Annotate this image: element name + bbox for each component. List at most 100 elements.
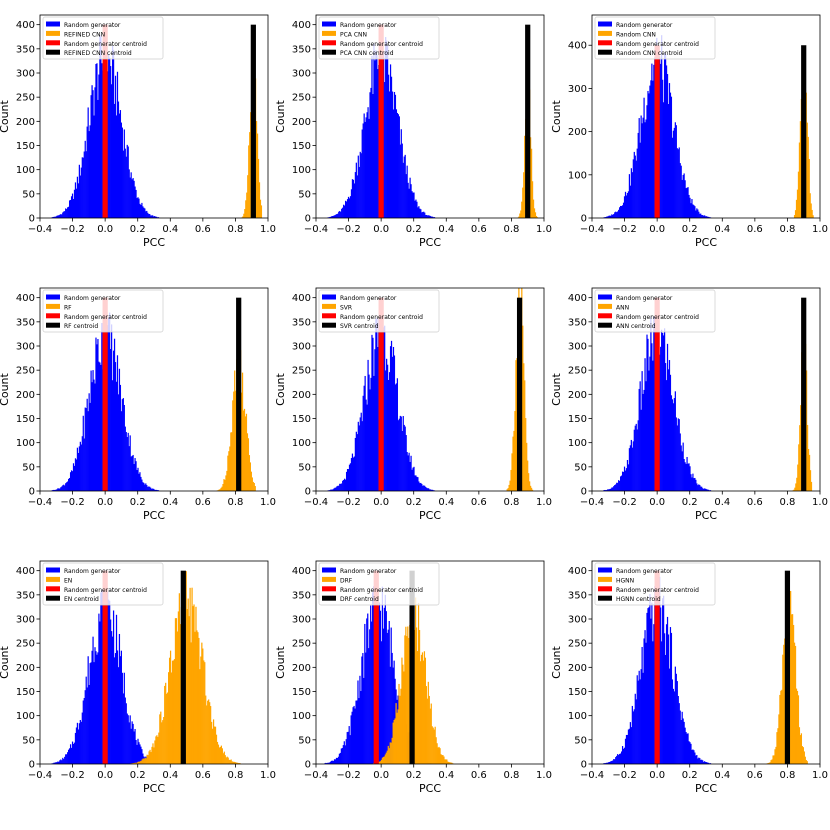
random-bar xyxy=(701,486,703,491)
random-bar xyxy=(621,471,624,491)
random-bar xyxy=(349,196,352,218)
x-tick-label: −0.2 xyxy=(336,224,360,235)
random-bar xyxy=(119,384,122,491)
model-bar xyxy=(437,747,439,764)
y-tick-label: 300 xyxy=(292,342,311,353)
random-bar xyxy=(109,57,111,218)
random-bar xyxy=(364,121,366,218)
random-bar xyxy=(706,762,709,764)
model-bar xyxy=(531,181,534,218)
random-bar xyxy=(118,633,121,764)
random-bar xyxy=(705,216,707,218)
model-bar xyxy=(529,137,532,218)
legend: Random generator EN Random generator centr… xyxy=(42,562,164,606)
random-bar xyxy=(88,131,90,218)
x-tick-label: 1.0 xyxy=(260,497,276,508)
model-bar xyxy=(198,637,200,764)
random-bar xyxy=(354,437,356,491)
random-bar xyxy=(683,173,685,218)
model-bar xyxy=(806,122,808,218)
random-bar xyxy=(416,201,418,218)
y-axis-label: Count xyxy=(274,372,287,405)
model-bar xyxy=(249,462,251,491)
bars-group xyxy=(603,35,814,218)
legend: Random generator ANN Random generator cent… xyxy=(594,289,716,333)
random-bar xyxy=(52,216,54,218)
x-tick-label: 0.6 xyxy=(471,224,487,235)
random-bar xyxy=(357,421,359,491)
legend-label: DRF centroid xyxy=(340,596,379,603)
random-bar xyxy=(629,445,632,491)
random-bar xyxy=(68,200,71,218)
model-bar xyxy=(442,755,444,764)
random-bar xyxy=(135,461,137,491)
random-bar xyxy=(621,205,624,218)
random-bar xyxy=(111,636,114,764)
random-bar xyxy=(689,742,691,764)
y-tick-label: 300 xyxy=(568,84,587,95)
model-bar xyxy=(234,762,236,764)
model-bar xyxy=(137,761,139,764)
x-tick-label: 0.2 xyxy=(130,497,146,508)
random-bar xyxy=(395,383,398,491)
random-centroid-bar xyxy=(378,24,384,218)
y-tick-label: 250 xyxy=(568,639,587,650)
random-bar xyxy=(651,63,653,218)
y-tick-label: 150 xyxy=(568,414,587,425)
random-bar xyxy=(98,613,100,764)
random-bar xyxy=(331,760,334,764)
model-bar xyxy=(214,726,217,764)
random-bar xyxy=(63,484,65,491)
model-bar xyxy=(396,712,398,764)
random-bar xyxy=(376,317,378,491)
random-bar xyxy=(414,200,416,218)
random-bar xyxy=(393,91,396,218)
model-bar xyxy=(235,390,237,491)
model-bar xyxy=(379,761,382,764)
model-bar xyxy=(534,212,537,218)
x-tick-label: 0.4 xyxy=(714,770,730,781)
legend-label: Random generator centroid xyxy=(616,314,699,321)
random-bar xyxy=(616,482,618,491)
model-bar xyxy=(245,413,248,491)
model-bar xyxy=(526,442,528,491)
legend: Random generator RF Random generator centr… xyxy=(42,289,164,333)
random-bar xyxy=(420,209,422,218)
model-bar xyxy=(389,742,391,764)
random-bar xyxy=(72,198,75,218)
random-bar xyxy=(684,462,686,491)
random-bar xyxy=(688,741,690,764)
random-bar xyxy=(365,399,367,491)
random-bar xyxy=(663,53,666,218)
random-bar xyxy=(696,483,698,491)
x-axis-label: PCC xyxy=(143,782,165,795)
random-bar xyxy=(371,334,373,491)
random-bar xyxy=(615,211,617,218)
model-bar xyxy=(381,757,384,764)
random-bar xyxy=(624,470,627,491)
random-bar xyxy=(408,452,410,491)
random-bar xyxy=(65,754,67,764)
random-bar xyxy=(85,408,87,491)
random-bar xyxy=(647,90,649,218)
random-bar xyxy=(140,204,142,218)
y-tick-label: 0 xyxy=(29,487,35,498)
random-bar xyxy=(81,712,83,764)
y-tick-label: 250 xyxy=(292,366,311,377)
legend-swatch xyxy=(46,313,60,319)
random-bar xyxy=(325,762,327,764)
random-bar xyxy=(329,762,331,764)
random-bar xyxy=(683,459,685,491)
model-bar xyxy=(220,745,222,764)
random-bar xyxy=(373,43,375,218)
random-bar xyxy=(143,207,145,218)
random-bar xyxy=(636,148,638,218)
x-tick-label: 1.0 xyxy=(260,770,276,781)
random-bar xyxy=(354,172,356,218)
random-bar xyxy=(57,215,59,218)
bars-group xyxy=(51,297,256,491)
model-bar xyxy=(384,754,386,764)
legend-swatch xyxy=(46,567,60,573)
random-bar xyxy=(622,202,625,218)
legend-label: SVR centroid xyxy=(340,323,379,330)
